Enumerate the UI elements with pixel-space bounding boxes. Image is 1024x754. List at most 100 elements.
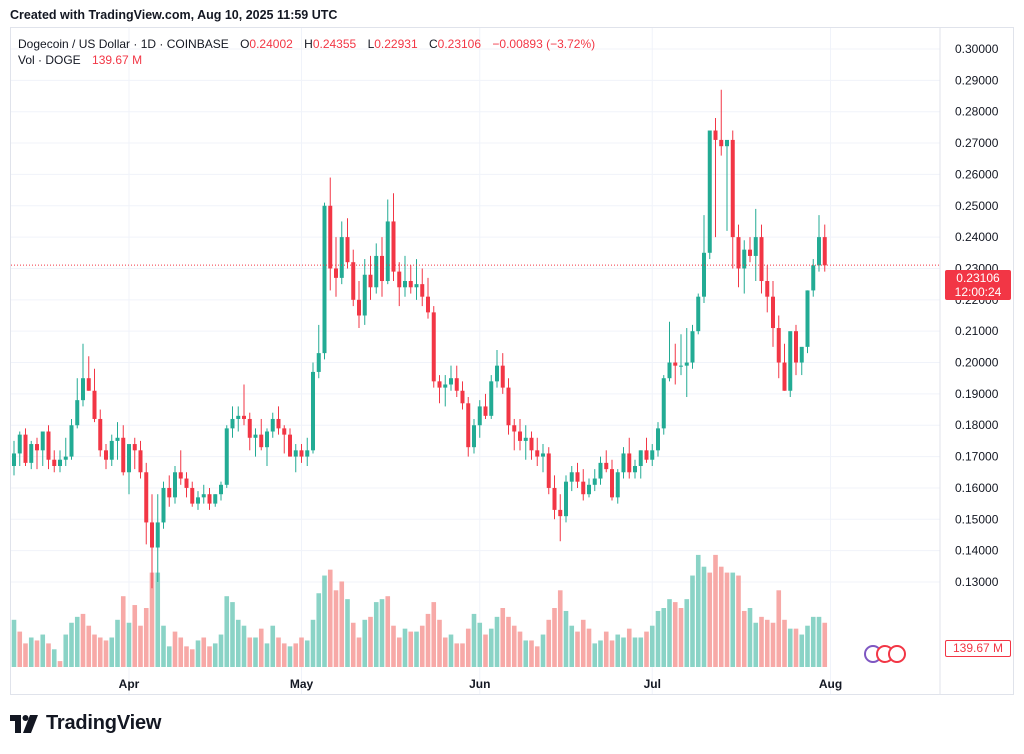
candle-body [23, 434, 28, 463]
volume-bar [609, 640, 615, 667]
volume-bar [799, 634, 805, 667]
volume-bar [218, 634, 224, 667]
candle-body [408, 281, 413, 288]
candle-body [115, 437, 120, 441]
candle-body [512, 425, 517, 432]
event-icon-3[interactable] [888, 645, 906, 663]
candle-body [150, 522, 154, 548]
volume-bar [603, 631, 609, 667]
volume-bar [667, 599, 672, 667]
volume-bar [379, 599, 385, 667]
volume-bar [598, 640, 603, 667]
candle-body [322, 205, 327, 354]
volume-bar [632, 637, 638, 667]
chart-legend: Dogecoin / US Dollar · 1D · COINBASE O0.… [18, 36, 595, 68]
y-tick-label: 0.28000 [955, 105, 999, 119]
candle-body [17, 434, 22, 454]
volume-bar [552, 608, 557, 667]
y-tick-label: 0.17000 [955, 450, 999, 464]
candle-body [161, 487, 166, 523]
candle-body [581, 481, 586, 495]
candle-body [811, 265, 816, 291]
volume-bar [787, 628, 793, 667]
candle-body [736, 237, 741, 269]
volume-bar [730, 572, 736, 667]
candle-body [351, 262, 356, 300]
y-tick-label: 0.20000 [955, 356, 999, 370]
candle-body [449, 378, 453, 385]
volume-bar [477, 622, 483, 667]
volume-bar [316, 593, 322, 667]
candle-body [305, 450, 310, 457]
volume-bar [356, 637, 362, 667]
candle-body [719, 139, 724, 147]
volume-bar [51, 649, 57, 667]
volume-bar [569, 625, 575, 667]
volume-bar [247, 637, 253, 667]
volume-bar [270, 625, 276, 667]
volume-bar [425, 613, 431, 667]
volume-bar [770, 622, 776, 667]
y-tick-label: 0.19000 [955, 387, 999, 401]
candle-body [673, 362, 678, 366]
volume-bar [494, 616, 500, 667]
volume-bar [120, 596, 126, 667]
candle-body [805, 290, 810, 347]
volume-legend-label[interactable]: Vol · DOGE [18, 53, 81, 67]
candle-body [46, 431, 51, 460]
volume-bar [454, 643, 460, 667]
candle-body [633, 465, 637, 473]
volume-bar [368, 616, 373, 667]
volume-bar [189, 649, 195, 667]
volume-bar [287, 646, 293, 667]
candle-body [334, 268, 338, 278]
volume-bar [419, 625, 425, 667]
volume-bar [333, 590, 339, 667]
candle-body [650, 450, 655, 460]
volume-bar [276, 637, 281, 667]
candle-body [219, 484, 223, 495]
candle-body [592, 478, 597, 485]
candle-body [328, 205, 333, 269]
candle-body [201, 494, 206, 498]
volume-bar [626, 628, 632, 667]
volume-bar [241, 625, 247, 667]
candle-body [224, 428, 229, 485]
volume-bar [764, 619, 770, 667]
candle-body [81, 378, 85, 401]
candle-body [477, 406, 482, 426]
volume-bar [408, 631, 414, 667]
volume-bar [80, 613, 86, 667]
volume-bar [575, 631, 580, 667]
volume-bar [23, 643, 28, 667]
volume-bar [327, 569, 333, 667]
volume-bar [207, 646, 212, 667]
volume-bar [644, 631, 649, 667]
volume-bar [471, 613, 477, 667]
footer: TradingView [10, 712, 161, 735]
symbol-title[interactable]: Dogecoin / US Dollar · 1D · COINBASE [18, 37, 229, 51]
volume-bar [661, 608, 667, 667]
candle-body [661, 378, 666, 429]
event-markers[interactable] [864, 645, 906, 663]
candle-body [500, 365, 505, 388]
candle-body [506, 387, 511, 426]
volume-bar [132, 605, 138, 667]
candle-body [40, 431, 45, 451]
volume-bar [86, 625, 92, 667]
volume-bar [563, 610, 569, 667]
candle-body [259, 434, 264, 448]
open-value: 0.24002 [249, 37, 293, 51]
candle-body [265, 431, 269, 448]
volume-bar [339, 581, 345, 667]
volume-bar [212, 643, 218, 667]
volume-bar [592, 643, 598, 667]
candle-body [604, 462, 609, 470]
y-tick-label: 0.24000 [955, 230, 999, 244]
candle-body [276, 418, 281, 429]
volume-bar [678, 608, 684, 667]
volume-bar [546, 619, 552, 667]
volume-bar [28, 637, 34, 667]
candle-body [92, 390, 97, 419]
